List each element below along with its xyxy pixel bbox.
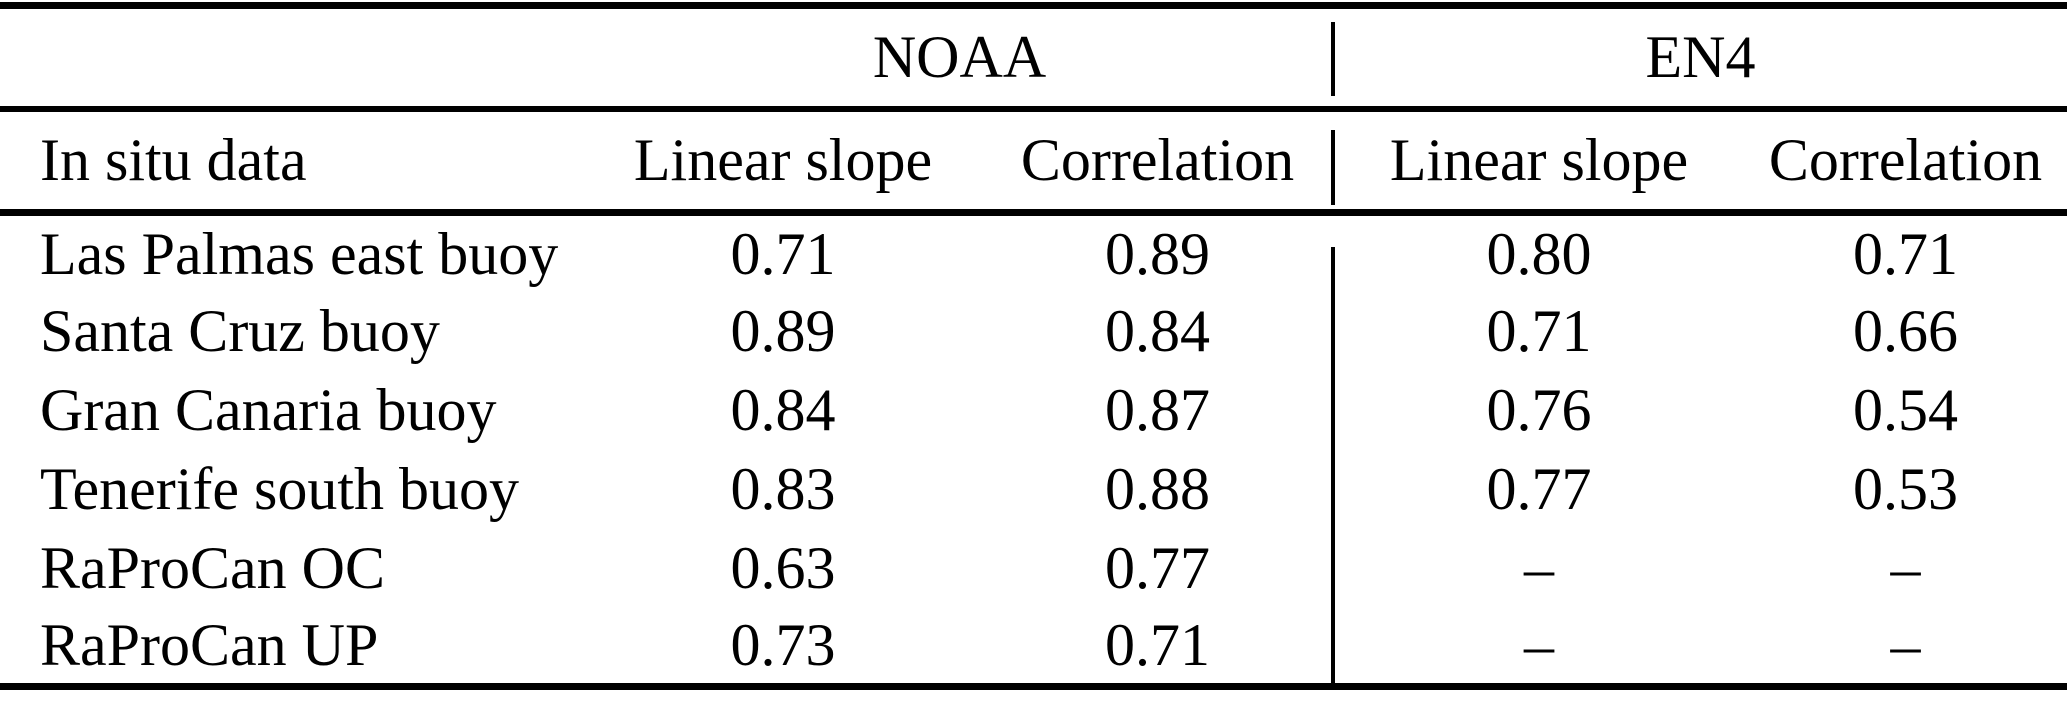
- row-label-cell: Santa Cruz buoy: [40, 298, 440, 364]
- table-row: Santa Cruz buoy 0.89 0.84 0.71 0.66: [0, 292, 2067, 371]
- value-cell: 0.87: [1105, 377, 1210, 443]
- corner-cell: [0, 5, 585, 112]
- value-cell: 0.63: [730, 535, 836, 601]
- value-cell: 0.71: [1853, 220, 1959, 287]
- value-cell: –: [1890, 612, 1921, 679]
- value-cell: 0.77: [1486, 456, 1592, 522]
- table-row: RaProCan OC 0.63 0.77 – –: [0, 529, 2067, 608]
- value-cell: 0.71: [1486, 298, 1592, 364]
- value-cell: 0.54: [1853, 377, 1959, 443]
- column-header-insitu: In situ data: [0, 108, 585, 216]
- validation-stats-table: NOAA EN4 In situ data Linear slope Corre…: [0, 2, 2067, 690]
- value-cell: 0.73: [730, 612, 836, 679]
- value-cell: 0.77: [1105, 535, 1210, 601]
- group-header-row: NOAA EN4: [0, 5, 2067, 112]
- value-cell: 0.89: [730, 298, 836, 364]
- value-cell: 0.53: [1853, 456, 1959, 522]
- group-divider-line: [1331, 130, 1335, 205]
- column-header-en4-slope: Linear slope: [1334, 108, 1745, 216]
- value-cell: 0.71: [1105, 612, 1210, 679]
- value-cell: 0.80: [1486, 220, 1592, 287]
- row-label-cell: Gran Canaria buoy: [40, 377, 497, 443]
- group-header-noaa: NOAA: [585, 5, 1335, 112]
- value-cell: –: [1890, 535, 1921, 601]
- column-header-noaa-correlation: Correlation: [981, 108, 1335, 216]
- value-cell: –: [1524, 612, 1555, 679]
- group-divider-line: [1331, 22, 1335, 96]
- value-cell: 0.76: [1486, 377, 1592, 443]
- value-cell: 0.66: [1853, 298, 1959, 364]
- row-label-cell: Las Palmas east buoy: [40, 220, 559, 287]
- value-cell: 0.88: [1105, 456, 1210, 522]
- table-row: Las Palmas east buoy 0.71 0.89 0.80 0.71: [0, 213, 2067, 292]
- group-header-en4: EN4: [1334, 5, 2067, 112]
- value-cell: –: [1524, 535, 1555, 601]
- table-row: Gran Canaria buoy 0.84 0.87 0.76 0.54: [0, 371, 2067, 450]
- column-header-noaa-slope: Linear slope: [585, 108, 981, 216]
- table-row: Tenerife south buoy 0.83 0.88 0.77 0.53: [0, 450, 2067, 529]
- row-label-cell: RaProCan OC: [40, 535, 385, 601]
- value-cell: 0.84: [1105, 298, 1210, 364]
- table-row: RaProCan UP 0.73 0.71 – –: [0, 608, 2067, 687]
- group-divider-line: [1331, 247, 1335, 690]
- column-header-row: In situ data Linear slope Correlation Li…: [0, 108, 2067, 216]
- value-cell: 0.89: [1105, 220, 1210, 287]
- value-cell: 0.84: [730, 377, 836, 443]
- row-label-cell: Tenerife south buoy: [40, 456, 520, 522]
- value-cell: 0.71: [730, 220, 836, 287]
- value-cell: 0.83: [730, 456, 836, 522]
- row-label-cell: RaProCan UP: [40, 612, 379, 679]
- column-header-en4-correlation: Correlation: [1744, 108, 2067, 216]
